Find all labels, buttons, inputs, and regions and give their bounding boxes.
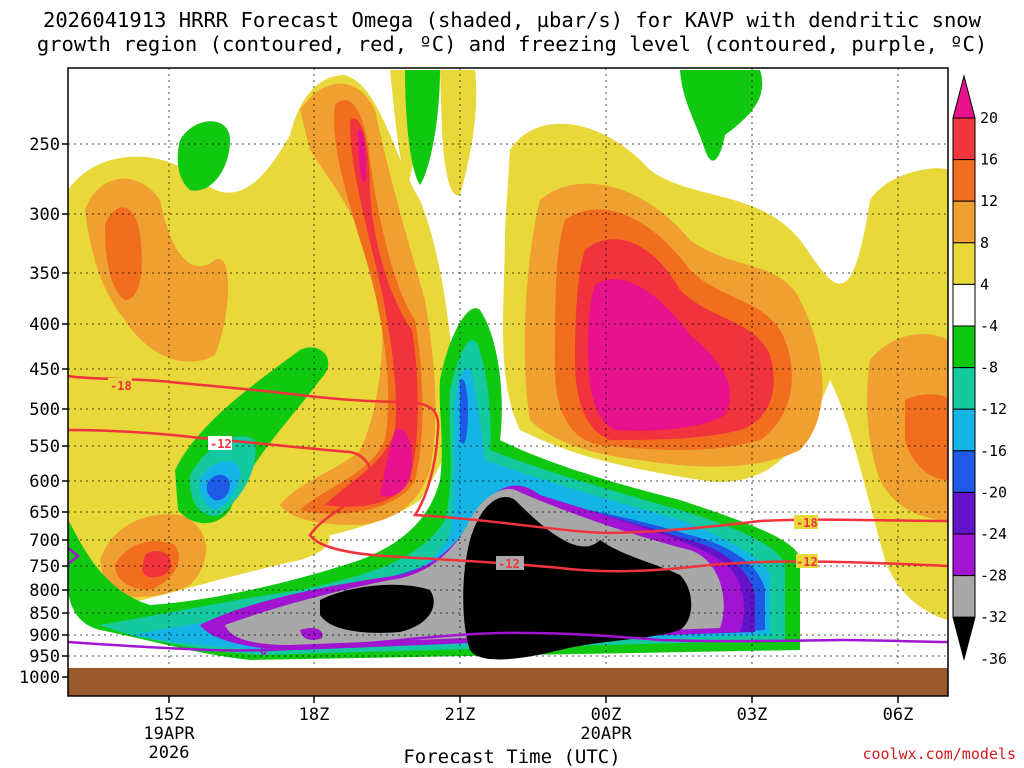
y-tick-label: 500 [29,400,60,420]
chart-title-line1: 2026041913 HRRR Forecast Omega (shaded, … [43,8,981,32]
colorbar-bottom-arrow [952,616,976,662]
grid-lines [68,68,948,668]
contour-label-freezing: 0 [260,644,267,658]
y-tick-label: 650 [29,503,60,523]
x-tick-label: 00Z [591,705,622,725]
omega-region [320,584,434,633]
y-tick-label: 550 [29,437,60,457]
credit-link[interactable]: coolwx.com/models [862,745,1016,763]
colorbar-swatch [952,283,976,327]
omega-region [680,70,763,161]
omega-region [142,550,171,578]
contour-labels: -18 -18 -12 -12 -12 0 [108,378,818,658]
colorbar-swatch [952,491,976,535]
omega-region [588,279,731,431]
x-tick-label: 15Z [154,705,185,725]
colorbar-label: -12 [980,400,1007,418]
x-axis-label: Forecast Time (UTC) [403,746,621,768]
freezing-level-contour [67,631,949,652]
chart-title: 2026041913 HRRR Forecast Omega (shaded, … [0,8,1024,56]
y-tick-label: 350 [29,264,60,284]
x-tick-label: 06Z [883,705,914,725]
x-tick-label: 2026 [149,743,190,763]
y-tick-label: 850 [29,604,60,624]
y-tick-label: 700 [29,531,60,551]
y-tick-label: 250 [29,135,60,155]
colorbar-swatch [952,533,976,577]
colorbar-label: -8 [980,359,998,377]
colorbar-label: -32 [980,608,1007,626]
x-tick-label: 03Z [737,705,768,725]
contours [67,374,949,652]
x-tick-label: 21Z [445,705,476,725]
omega-region [300,627,323,640]
dgz-minus12-contour [67,428,949,573]
colorbar-label: 4 [980,275,989,293]
colorbar-label: -16 [980,442,1007,460]
y-tick-label: 300 [29,205,60,225]
plot-frame [67,67,949,697]
ground-strip-below [68,668,948,696]
colorbar-swatch [952,200,976,244]
colorbar-swatch [952,367,976,410]
left-edge-contour [67,547,81,565]
omega-region [440,70,477,196]
colorbar-swatch [952,242,976,285]
colorbar-label: 8 [980,234,989,252]
x-tick-label: 19APR [143,724,195,744]
colorbar-label: 20 [980,109,998,127]
y-tick-label: 900 [29,626,60,646]
colorbar-swatch [952,159,976,202]
colorbar: 20 16 12 8 4 -4 -8 -12 -16 -20 -24 -28 -32 -36 [952,74,1007,668]
omega-region [358,129,366,183]
contour-label-dgz-lower-left: -12 [210,437,232,451]
colorbar-label: 12 [980,192,998,210]
colorbar-label: 16 [980,151,998,169]
omega-region [300,100,423,514]
colorbar-swatch [952,408,976,452]
y-tick-label: 800 [29,581,60,601]
colorbar-swatch [952,450,976,493]
colorbar-label: -4 [980,317,998,335]
y-tick-label: 450 [29,360,60,380]
y-tick-label: 750 [29,557,60,577]
colorbar-label: -36 [980,650,1007,668]
contour-label-dgz-upper: -18 [110,379,132,393]
omega-region [105,207,142,300]
omega-shading [68,70,948,660]
y-tick-label: 1000 [19,668,60,688]
colorbar-swatch [952,325,976,369]
contour-label-dgz-lower-right: -12 [796,555,818,569]
colorbar-swatch [952,575,976,618]
colorbar-label: -20 [980,483,1007,501]
omega-region [177,121,230,191]
colorbar-label: -28 [980,567,1007,585]
colorbar-swatch [952,117,976,161]
y-axis: 2503003504004505005506006507007508008509… [19,135,68,688]
chart-title-line2: growth region (contoured, red, ºC) and f… [36,32,988,56]
colorbar-label: -24 [980,525,1007,543]
contour-label-dgz-upper-right: -18 [796,516,818,530]
x-tick-label: 18Z [299,705,330,725]
omega-region [905,394,948,480]
x-tick-label: 20APR [580,724,632,744]
dgz-minus18-contour [67,374,949,535]
omega-region [463,496,692,660]
y-tick-label: 950 [29,647,60,667]
y-tick-label: 400 [29,315,60,335]
colorbar-top-arrow [952,74,976,119]
y-tick-label: 600 [29,472,60,492]
contour-label-dgz-lower-mid: -12 [498,557,520,571]
omega-region [460,378,468,444]
omega-region [405,70,440,185]
